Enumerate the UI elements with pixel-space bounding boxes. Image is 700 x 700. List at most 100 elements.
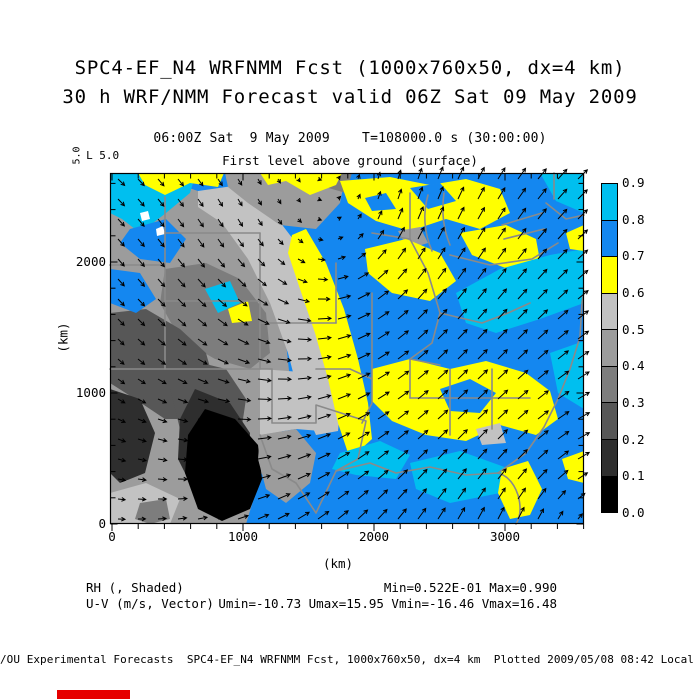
wind-arrow — [517, 268, 528, 280]
colorbar-tick-label: 0.3 — [622, 395, 645, 410]
wind-arrow — [197, 495, 209, 501]
wind-arrow — [417, 507, 427, 520]
wind-arrow — [537, 487, 547, 500]
wind-arrow — [117, 398, 126, 404]
wind-arrow — [257, 513, 270, 520]
wind-arrow — [397, 247, 407, 260]
colorbar-tick-label: 0.5 — [622, 321, 645, 337]
wind-arrow — [158, 496, 168, 502]
wind-arrow — [217, 398, 231, 404]
wind-arrow — [157, 358, 167, 365]
wind-arrow — [117, 457, 127, 463]
wind-arrow — [557, 289, 569, 300]
wind-arrow — [177, 258, 186, 268]
wind-arrow — [437, 468, 448, 480]
state-border — [501, 212, 545, 240]
wind-arrow — [336, 195, 342, 201]
wind-arrow — [537, 390, 550, 400]
wind-arrow — [577, 249, 589, 260]
wind-arrow — [217, 238, 225, 248]
wind-arrow — [417, 349, 429, 360]
wind-arrow — [477, 247, 486, 260]
wind-arrow — [517, 227, 527, 240]
level-line: First level above ground (surface) — [222, 153, 478, 168]
colorbar-cell — [602, 476, 617, 513]
rh-region — [498, 461, 542, 519]
wind-arrow — [237, 218, 244, 228]
wind-arrow — [557, 410, 570, 420]
wind-arrow — [277, 454, 292, 460]
wind-arrow — [297, 433, 312, 440]
wind-arrow — [297, 414, 312, 420]
shaded-minmax: Min=0.522E-01 Max=0.990 — [383, 580, 557, 595]
wind-arrow — [197, 198, 204, 208]
wind-arrow — [237, 358, 251, 365]
colorbar-tick-label: 0.4 — [622, 358, 645, 374]
wind-arrow — [477, 267, 487, 280]
wind-arrow — [477, 506, 485, 520]
wind-arrow — [477, 448, 488, 460]
rh-region — [288, 229, 372, 459]
wind-arrow — [317, 355, 332, 360]
wind-arrow — [177, 198, 185, 208]
wind-arrow — [357, 470, 370, 480]
colorbar-tick-label: 0.1 — [622, 468, 645, 484]
wind-arrow — [157, 278, 166, 288]
wind-arrow — [457, 506, 466, 520]
wind-arrow — [277, 278, 288, 285]
wind-arrow — [217, 515, 229, 520]
wind-arrow — [117, 318, 125, 326]
wind-arrow — [277, 357, 292, 363]
wind-arrow — [337, 452, 351, 460]
wind-arrow — [437, 206, 445, 220]
wind-arrow — [457, 267, 467, 280]
wind-arrow — [177, 338, 187, 346]
colorbar — [601, 183, 618, 513]
rh-region — [365, 239, 456, 301]
wind-arrow — [517, 468, 528, 480]
wind-arrow — [257, 338, 271, 345]
wind-arrow — [357, 392, 371, 400]
wind-arrow — [557, 490, 567, 500]
wind-arrow — [297, 511, 311, 520]
wind-arrow — [357, 252, 367, 260]
wind-arrow — [297, 453, 312, 460]
wind-arrow — [497, 429, 508, 440]
wind-arrow — [257, 258, 266, 267]
colorbar-cell — [602, 184, 617, 221]
wind-arrow — [157, 457, 168, 463]
wind-arrow — [297, 298, 311, 304]
wind-arrow — [377, 450, 390, 460]
wind-arrow — [357, 372, 371, 380]
wind-arrow — [317, 257, 326, 262]
wind-arrow — [377, 290, 390, 300]
wind-arrow — [277, 218, 283, 225]
wind-arrow — [257, 494, 271, 500]
wind-arrow — [157, 178, 165, 187]
wind-arrow — [537, 449, 549, 460]
wind-arrow — [437, 308, 448, 320]
wind-arrow — [397, 449, 409, 460]
wind-arrow — [277, 298, 290, 305]
wind-arrow — [157, 298, 166, 307]
wind-arrow — [217, 198, 224, 207]
wind-arrow — [417, 488, 427, 500]
colorbar-tick-label: 0.2 — [622, 431, 645, 447]
wind-arrow — [277, 396, 293, 401]
wind-arrow — [217, 218, 224, 228]
wind-arrow — [237, 455, 251, 461]
wind-arrow — [377, 210, 383, 220]
valid-time-line: 06:00Z Sat 9 May 2009 T=108000.0 s (30:0… — [153, 131, 547, 146]
wind-arrow — [356, 193, 361, 200]
wind-arrow — [137, 496, 147, 502]
wind-arrow — [197, 238, 205, 248]
wind-arrow — [477, 389, 489, 400]
wind-arrow — [197, 437, 210, 443]
wind-arrow — [277, 376, 293, 382]
wind-arrow — [157, 218, 165, 228]
wind-arrow — [117, 258, 125, 267]
wind-arrow — [357, 213, 362, 220]
wind-arrow — [137, 298, 146, 307]
wind-arrow — [157, 378, 167, 385]
wind-arrow — [117, 438, 127, 443]
